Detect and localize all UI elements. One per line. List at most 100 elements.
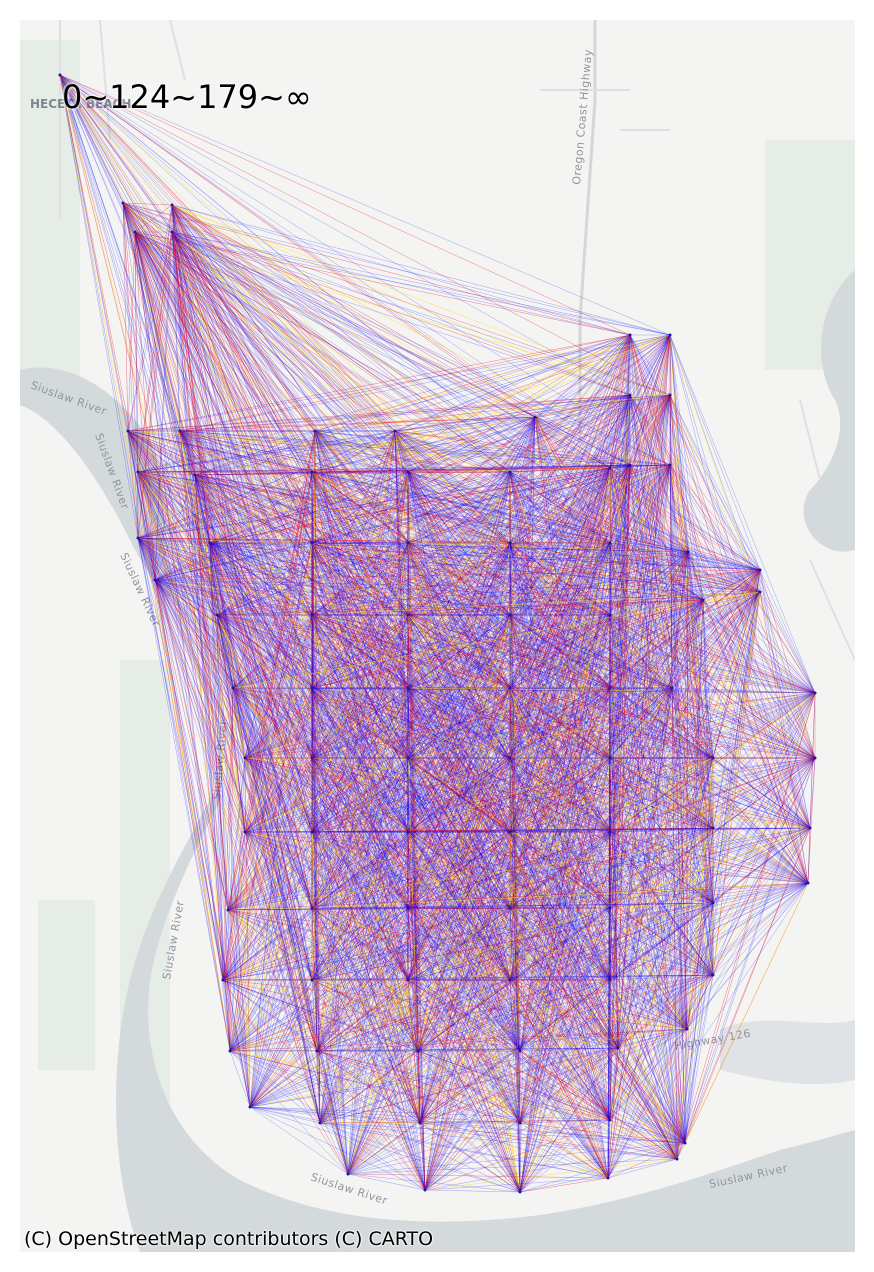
network-edge bbox=[534, 416, 631, 466]
network-edge bbox=[127, 430, 246, 759]
network-edge bbox=[609, 464, 631, 616]
network-node bbox=[310, 830, 314, 834]
network-edge bbox=[249, 1106, 421, 1124]
network-edge bbox=[244, 687, 511, 759]
network-edge bbox=[244, 692, 816, 759]
network-edge bbox=[509, 687, 816, 694]
network-edge bbox=[232, 687, 688, 1030]
network-edge bbox=[134, 231, 139, 473]
network-edge bbox=[509, 467, 611, 759]
network-edge bbox=[509, 542, 678, 1160]
network-edge bbox=[59, 74, 136, 233]
network-edge bbox=[137, 537, 313, 909]
network-edge bbox=[216, 614, 611, 689]
network-edge bbox=[134, 231, 631, 396]
network-edge bbox=[407, 542, 689, 553]
network-edge bbox=[686, 902, 714, 1030]
network-edge bbox=[154, 579, 409, 616]
network-edge bbox=[394, 430, 689, 553]
network-edge bbox=[617, 902, 714, 1049]
network-edge bbox=[154, 579, 251, 1108]
network-edge bbox=[311, 687, 521, 1193]
network-edge bbox=[232, 687, 611, 833]
network-edge bbox=[229, 974, 714, 1052]
network-node bbox=[406, 906, 410, 910]
network-edge bbox=[609, 1119, 678, 1160]
network-edge bbox=[609, 542, 678, 1160]
network-node bbox=[606, 1176, 610, 1180]
network-node bbox=[243, 830, 247, 834]
network-edge bbox=[607, 464, 631, 1179]
network-edge bbox=[419, 569, 761, 1124]
map-title: 0~124~179~∞ bbox=[62, 78, 312, 116]
network-edge bbox=[419, 551, 689, 1124]
network-edge bbox=[222, 687, 511, 981]
network-edge bbox=[216, 614, 714, 976]
network-edge bbox=[314, 430, 689, 553]
network-edge bbox=[171, 204, 809, 884]
network-edge bbox=[311, 831, 809, 884]
network-edge bbox=[419, 979, 611, 1124]
network-edge bbox=[127, 430, 409, 473]
network-edge bbox=[232, 614, 313, 689]
network-edge bbox=[407, 687, 688, 1030]
network-edge bbox=[179, 416, 536, 432]
network-edge bbox=[407, 614, 688, 1030]
network-edge bbox=[222, 614, 409, 981]
network-edge bbox=[311, 831, 678, 1160]
network-edge bbox=[519, 1050, 686, 1144]
network-edge bbox=[509, 757, 714, 829]
network-edge bbox=[687, 551, 704, 601]
network-edge bbox=[244, 757, 688, 1030]
network-node bbox=[423, 1188, 427, 1192]
basemap: HECETA BEACH Siuslaw River Siuslaw River… bbox=[20, 20, 855, 1252]
network-edge bbox=[311, 831, 688, 1030]
network-edge bbox=[407, 974, 714, 981]
network-edge bbox=[137, 537, 521, 1052]
network-edge bbox=[609, 394, 631, 909]
network-edge bbox=[629, 334, 671, 396]
network-edge bbox=[407, 907, 521, 1124]
network-edge bbox=[316, 1050, 611, 1121]
network-edge bbox=[609, 464, 671, 759]
network-edge bbox=[519, 1122, 609, 1179]
network-edge bbox=[311, 757, 611, 981]
network-edge bbox=[311, 831, 511, 981]
network-edge bbox=[509, 831, 688, 1030]
network-edge bbox=[311, 464, 631, 909]
network-edge bbox=[227, 430, 316, 911]
network-edge bbox=[712, 757, 809, 884]
network-edge bbox=[227, 909, 611, 981]
network-edge bbox=[194, 474, 511, 759]
network-edge bbox=[676, 974, 714, 1160]
network-edge bbox=[316, 416, 536, 1052]
network-edge bbox=[519, 687, 673, 1124]
network-edge bbox=[419, 1122, 609, 1179]
network-edge bbox=[311, 614, 611, 689]
network-edge bbox=[244, 569, 761, 833]
network-edge bbox=[311, 907, 511, 981]
network-edge bbox=[609, 831, 714, 976]
network-edge bbox=[154, 430, 316, 581]
network-edge bbox=[629, 394, 816, 759]
network-edge bbox=[171, 204, 611, 544]
network-edge bbox=[137, 471, 704, 601]
network-node bbox=[310, 613, 314, 617]
network-edge bbox=[509, 471, 609, 1179]
network-edge bbox=[127, 204, 173, 432]
network-edge bbox=[424, 979, 511, 1191]
river-north bbox=[20, 367, 172, 597]
network-edge bbox=[127, 231, 173, 432]
network-edge bbox=[407, 827, 714, 833]
network-edge bbox=[417, 416, 536, 1052]
network-edge bbox=[227, 909, 251, 1108]
network-edge bbox=[609, 542, 686, 1144]
network-edge bbox=[171, 204, 671, 336]
map-view[interactable]: HECETA BEACH Siuslaw River Siuslaw River… bbox=[20, 20, 855, 1252]
network-edge bbox=[222, 882, 809, 981]
network-edge bbox=[122, 202, 678, 1160]
network-edge bbox=[311, 687, 611, 1121]
network-edge bbox=[209, 542, 409, 981]
network-edge bbox=[216, 614, 313, 689]
network-edge bbox=[509, 416, 536, 473]
